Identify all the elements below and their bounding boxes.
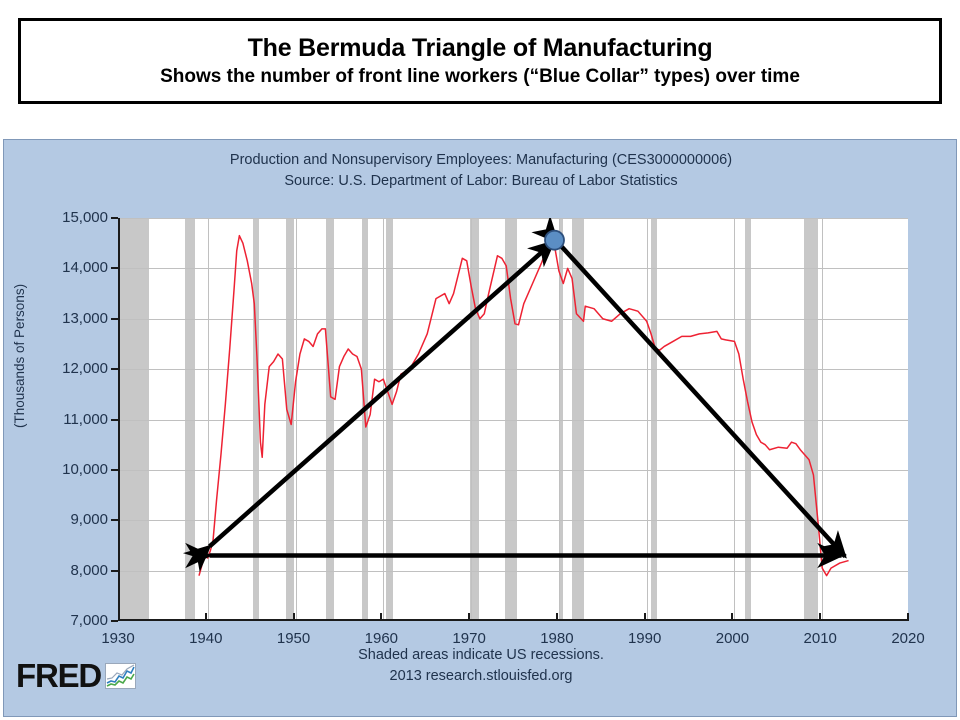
x-axis-tick-label: 2020: [891, 630, 925, 647]
fred-chart-panel: Production and Nonsupervisory Employees:…: [3, 139, 957, 717]
y-axis-tick-label: 9,000: [70, 511, 108, 529]
x-axis-tick-mark: [555, 613, 558, 621]
fred-sparkline-icon: [105, 662, 137, 689]
plot-area: [118, 218, 908, 621]
x-axis-tick-mark: [468, 613, 471, 621]
chart-header: Production and Nonsupervisory Employees:…: [4, 150, 956, 192]
x-axis-tick-label: 1980: [540, 630, 574, 647]
x-axis-tick-label: 1940: [189, 630, 223, 647]
y-axis-label: (Thousands of Persons): [12, 283, 27, 428]
recession-band: [120, 218, 149, 619]
title-box: The Bermuda Triangle of Manufacturing Sh…: [18, 18, 942, 104]
x-axis-tick-mark: [292, 613, 295, 621]
x-axis-tick-mark: [643, 613, 646, 621]
y-axis-tick-mark: [111, 317, 118, 320]
chart-source: Source: U.S. Department of Labor: Bureau…: [284, 173, 678, 190]
y-axis-tick-label: 8,000: [70, 561, 108, 579]
series-path: [198, 234, 849, 577]
y-axis-tick-mark: [111, 468, 118, 471]
x-axis-tick-label: 1930: [101, 630, 135, 647]
page-title: The Bermuda Triangle of Manufacturing: [247, 33, 713, 62]
fred-logo[interactable]: FRED: [16, 657, 137, 694]
x-axis-tick-label: 1950: [276, 630, 311, 647]
x-axis-tick-label: 2010: [803, 630, 837, 647]
y-axis-tick-mark: [111, 368, 118, 371]
y-axis-tick-mark: [111, 519, 118, 522]
footnote-source-url: 2013 research.stlouisfed.org: [389, 668, 573, 685]
y-axis-tick-label: 13,000: [62, 309, 108, 327]
chart-footnote: Shaded areas indicate US recessions. 201…: [4, 645, 956, 687]
horizontal-gridline: [120, 218, 908, 219]
page-subtitle: Shows the number of front line workers (…: [160, 66, 800, 88]
chart-title: Production and Nonsupervisory Employees:…: [229, 152, 733, 168]
y-axis-tick-mark: [111, 217, 118, 219]
y-axis-tick-mark: [111, 267, 118, 270]
y-axis-tick-mark: [111, 418, 118, 421]
fred-wordmark: FRED: [16, 657, 102, 694]
y-axis-tick-label: 15,000: [62, 209, 108, 226]
y-axis-tick-label: 10,000: [62, 460, 108, 478]
y-axis-tick-label: 7,000: [70, 612, 108, 629]
footnote-recessions: Shaded areas indicate US recessions.: [358, 647, 604, 663]
x-axis-tick-mark: [907, 613, 909, 621]
x-axis-tick-label: 2000: [715, 630, 750, 647]
y-axis-tick-label: 14,000: [62, 259, 108, 277]
y-axis-tick-mark: [111, 620, 118, 622]
x-axis-tick-label: 1990: [627, 630, 662, 647]
x-axis-tick-mark: [204, 613, 207, 621]
y-axis-tick-label: 12,000: [62, 360, 108, 378]
x-axis-tick-mark: [380, 613, 383, 621]
x-axis-tick-label: 1970: [452, 630, 486, 647]
x-axis-tick-mark: [731, 613, 734, 621]
y-axis-tick-mark: [111, 569, 118, 572]
y-axis-tick-label: 11,000: [63, 410, 108, 428]
x-axis-tick-label: 1960: [364, 630, 399, 647]
series-line-manufacturing: [198, 234, 849, 577]
x-axis-tick-mark: [819, 613, 822, 621]
